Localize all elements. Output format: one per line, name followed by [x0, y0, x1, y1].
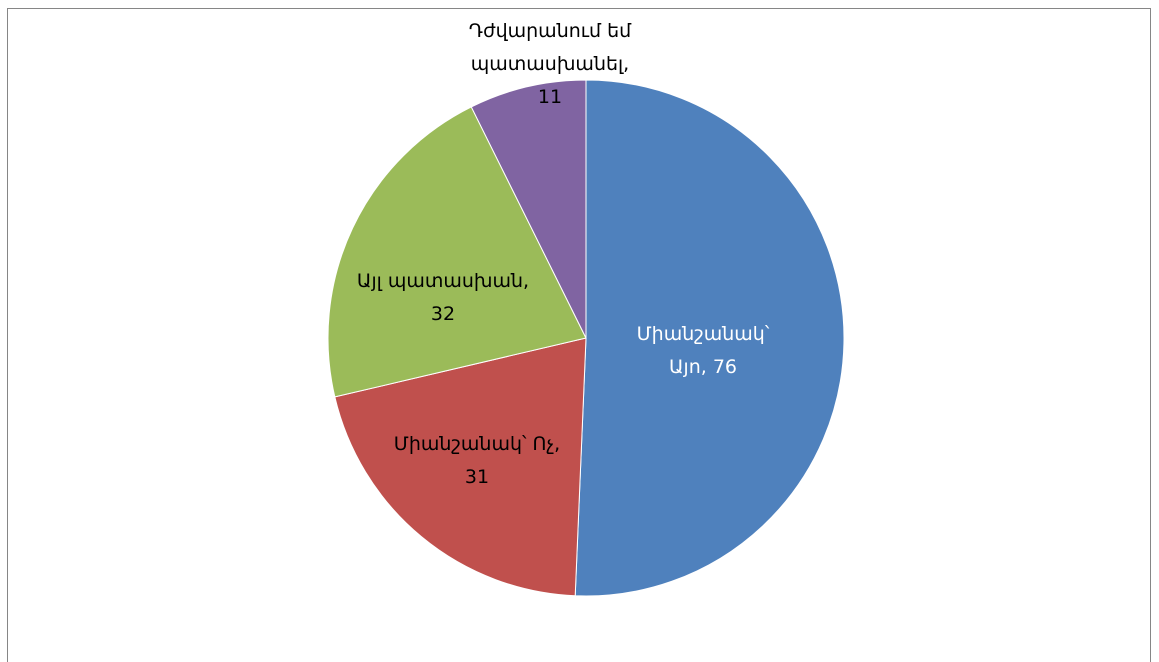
label-value: 32 — [430, 303, 456, 325]
pie-slice — [470, 79, 587, 339]
label-category: Միանշանակ՝ Ոչ, — [393, 433, 561, 455]
pie-slice — [574, 79, 845, 597]
data-label: Միանշանակ՝ Այո, 76 — [623, 318, 783, 384]
pie-slice — [327, 106, 587, 398]
data-label: Դժվարանում եմ պատասխանել, 11 — [463, 15, 638, 114]
data-label: Այլ պատասխան, 32 — [328, 265, 558, 331]
label-value: 31 — [464, 466, 490, 488]
data-label: Միանշանակ՝ Ոչ, 31 — [362, 428, 592, 494]
chart-frame — [7, 8, 1151, 662]
label-value: 76 — [712, 356, 738, 378]
pie-slice — [334, 337, 587, 597]
label-category: Այլ պատասխան, — [356, 270, 530, 292]
label-category: Միանշանակ՝ Այո, — [636, 323, 770, 378]
label-category: Դժվարանում եմ պատասխանել, — [468, 20, 632, 75]
label-value: 11 — [537, 86, 563, 108]
